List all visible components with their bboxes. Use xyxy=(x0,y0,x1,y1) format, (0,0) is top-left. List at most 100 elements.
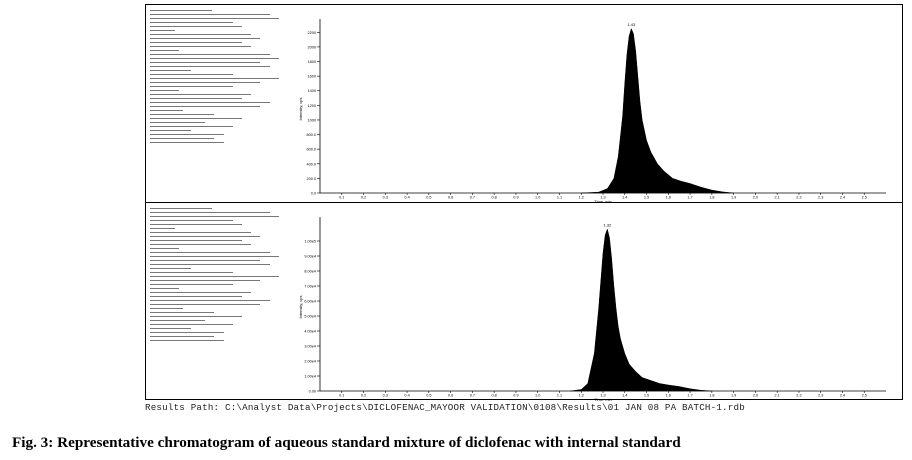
info-text-line xyxy=(150,212,270,213)
x-tick-label: 1.4 xyxy=(622,394,627,398)
y-tick-label: 0.00 xyxy=(309,390,316,394)
info-text-line xyxy=(150,38,261,39)
info-text-line xyxy=(150,312,215,313)
info-text-line xyxy=(150,228,175,229)
info-text-line xyxy=(150,130,192,131)
y-tick-label: 0.0 xyxy=(311,192,316,196)
x-tick-label: 0.9 xyxy=(513,196,518,200)
results-path: Results Path: C:\Analyst Data\Projects\D… xyxy=(145,402,745,413)
info-text-line xyxy=(150,232,252,233)
y-tick-label: 4.00e4 xyxy=(304,330,316,334)
x-tick-label: 2.2 xyxy=(796,394,801,398)
info-text-line xyxy=(150,280,261,281)
info-text-line xyxy=(150,272,233,273)
info-text-line xyxy=(150,340,224,341)
x-tick-label: 0.3 xyxy=(383,196,388,200)
info-text-line xyxy=(150,296,242,297)
info-text-line xyxy=(150,138,215,139)
chromatogram-panel-top: 0.0 200.0 400.0 600.0 800.0 1000 1200 1400 1600 1… xyxy=(145,4,903,203)
y-tick-label: 5.00e4 xyxy=(304,315,316,319)
x-tick-label: 0.9 xyxy=(513,394,518,398)
x-tick-label: 0.4 xyxy=(404,196,409,200)
info-text-line xyxy=(150,220,233,221)
x-tick-label: 0.1 xyxy=(339,196,344,200)
info-text-line xyxy=(150,320,206,321)
x-tick-label: 0.2 xyxy=(361,394,366,398)
info-text-line xyxy=(150,102,270,103)
info-text-line xyxy=(150,336,215,337)
info-text-line xyxy=(150,90,179,91)
info-text-line xyxy=(150,78,279,79)
y-tick-label: 9.00e4 xyxy=(304,255,316,259)
x-tick-label: 1.3 xyxy=(600,394,605,398)
info-text-line xyxy=(150,276,279,277)
x-tick-label: 1.8 xyxy=(709,196,714,200)
y-tick-label: 7.00e4 xyxy=(304,285,316,289)
info-text-line xyxy=(150,332,224,333)
y-tick-label: 2000 xyxy=(308,45,316,49)
y-tick-label: 2.00e4 xyxy=(304,360,316,364)
x-tick-label: 2.1 xyxy=(775,196,780,200)
x-tick-label: 1.1 xyxy=(557,394,562,398)
x-tick-label: 1.6 xyxy=(666,394,671,398)
y-tick-label: 1000 xyxy=(308,118,316,122)
info-text-line xyxy=(150,236,261,237)
x-tick-label: 2.4 xyxy=(840,196,845,200)
y-tick-label: 1200 xyxy=(308,104,316,108)
y-tick-label: 6.00e4 xyxy=(304,300,316,304)
info-text-line xyxy=(150,10,213,11)
chromatogram-panel-bottom: 0.00 1.00e4 2.00e4 3.00e4 4.00e4 5.00e4 6.00e4… xyxy=(145,202,903,401)
y-tick-label: 400.0 xyxy=(306,162,316,166)
info-text-line xyxy=(150,268,192,269)
x-tick-label: 2.0 xyxy=(753,394,758,398)
info-text-line xyxy=(150,300,270,301)
x-tick-label: 2.5 xyxy=(862,196,867,200)
info-text-line xyxy=(150,62,261,63)
x-tick-label: 0.8 xyxy=(492,394,497,398)
info-text-line xyxy=(150,284,233,285)
info-text-line xyxy=(150,114,215,115)
x-tick-label: 2.1 xyxy=(775,394,780,398)
chromatogram-peak xyxy=(581,27,734,194)
y-tick-label: 1800 xyxy=(308,60,316,64)
info-text-line xyxy=(150,82,261,83)
info-text-line xyxy=(150,244,252,245)
x-tick-label: 1.5 xyxy=(644,394,649,398)
y-tick-label: 1400 xyxy=(308,89,316,93)
peak-retention-label: 1.43 xyxy=(627,22,636,27)
info-text-line xyxy=(150,256,279,257)
info-text-line xyxy=(150,58,279,59)
x-tick-label: 1.4 xyxy=(622,196,627,200)
info-text-line xyxy=(150,34,252,35)
chromatogram-peak xyxy=(570,228,712,392)
y-tick-label: 1600 xyxy=(308,75,316,79)
x-tick-label: 0.7 xyxy=(470,394,475,398)
info-text-line xyxy=(150,70,192,71)
x-tick-label: 1.9 xyxy=(731,196,736,200)
info-text-line xyxy=(150,248,179,249)
x-tick-label: 0.3 xyxy=(383,394,388,398)
sample-info-panel-bottom xyxy=(150,205,300,395)
y-tick-label: 8.00e4 xyxy=(304,270,316,274)
info-text-line xyxy=(150,118,242,119)
info-text-line xyxy=(150,50,179,51)
info-text-line xyxy=(150,328,192,329)
y-tick-label: 600.0 xyxy=(306,148,316,152)
info-text-line xyxy=(150,106,261,107)
x-tick-label: 1.2 xyxy=(579,394,584,398)
info-text-line xyxy=(150,288,179,289)
info-text-line xyxy=(150,308,184,309)
info-text-line xyxy=(150,216,279,217)
x-tick-label: 1.5 xyxy=(644,196,649,200)
x-axis-label: Time, min xyxy=(594,199,611,203)
x-tick-label: 0.8 xyxy=(492,196,497,200)
info-text-line xyxy=(150,98,242,99)
x-tick-label: 1.2 xyxy=(579,196,584,200)
figure-caption: Fig. 3: Representative chromatogram of a… xyxy=(12,434,681,451)
x-axis-label: Time, min xyxy=(594,397,611,401)
info-text-line xyxy=(150,224,242,225)
y-tick-label: 1.00e4 xyxy=(304,375,316,379)
info-text-line xyxy=(150,240,242,241)
info-text-line xyxy=(150,94,252,95)
x-tick-label: 1.3 xyxy=(600,196,605,200)
